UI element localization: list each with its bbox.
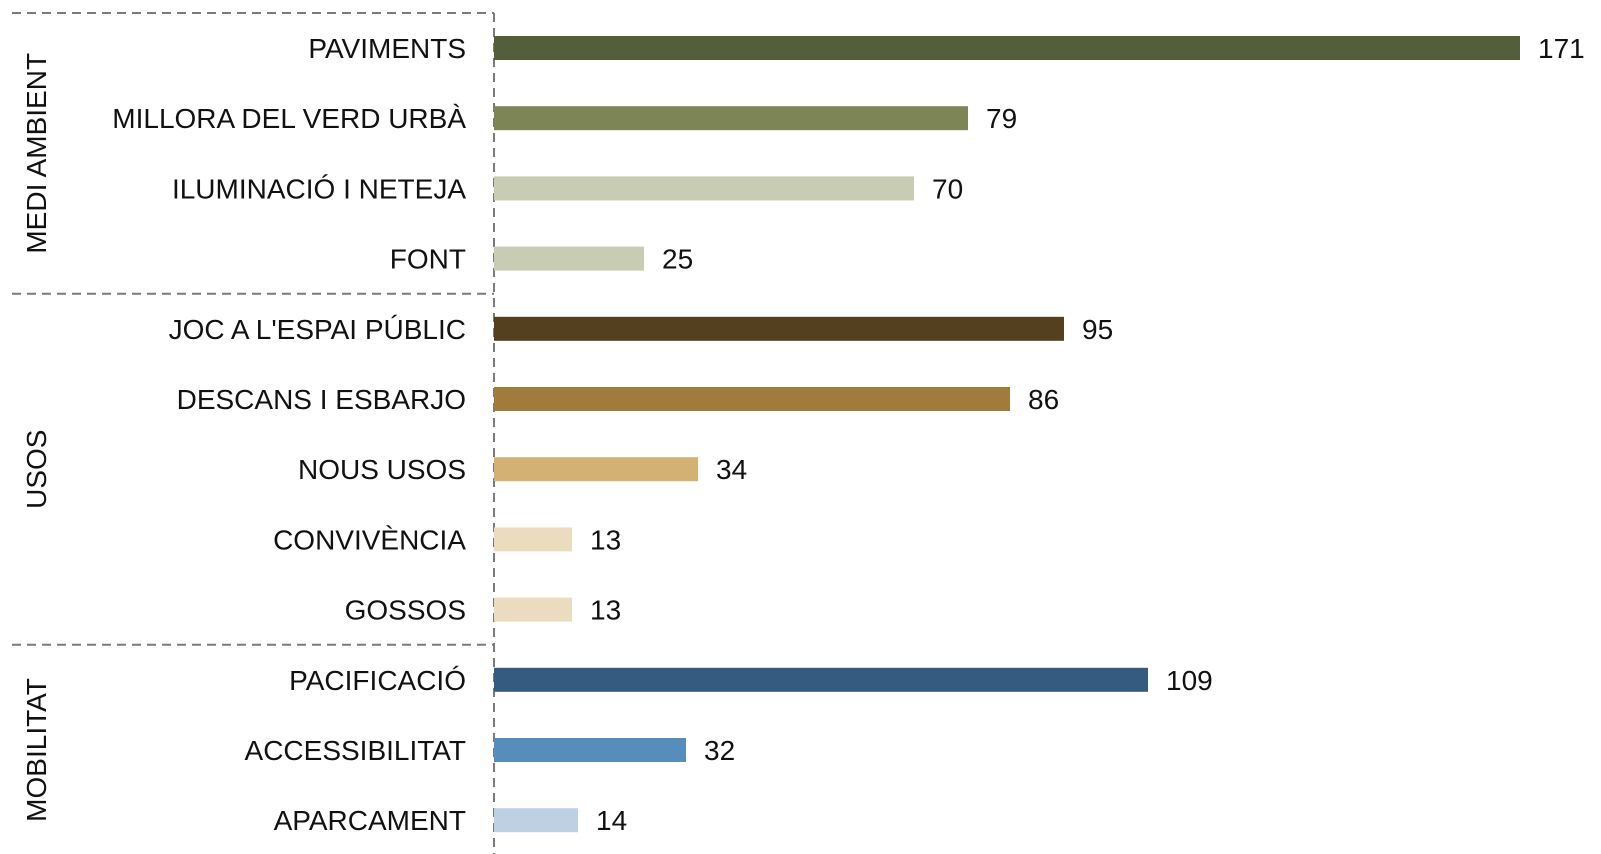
category-label: CONVIVÈNCIA (273, 524, 466, 555)
group-label: MEDI AMBIENT (21, 53, 52, 254)
value-label: 79 (986, 103, 1017, 134)
bars (494, 36, 1520, 833)
value-labels: 171 79 70 25 95 86 34 13 13 109 32 14 (590, 33, 1585, 836)
bar (494, 597, 572, 622)
category-label: APARCAMENT (274, 805, 466, 836)
category-label: GOSSOS (345, 595, 466, 626)
group-label: MOBILITAT (21, 678, 52, 822)
category-label: ILUMINACIÓ I NETEJA (172, 173, 466, 204)
value-label: 95 (1082, 314, 1113, 345)
bar (494, 808, 578, 833)
category-label: MILLORA DEL VERD URBÀ (112, 103, 466, 134)
value-label: 25 (662, 244, 693, 275)
category-label: DESCANS I ESBARJO (177, 384, 466, 415)
bar (494, 527, 572, 552)
value-label: 14 (596, 805, 627, 836)
value-label: 34 (716, 454, 747, 485)
category-labels: PAVIMENTS MILLORA DEL VERD URBÀ ILUMINACIÓ… (112, 33, 466, 836)
group-separators (12, 12, 495, 854)
value-label: 32 (704, 735, 735, 766)
group-labels: MEDI AMBIENT USOS MOBILITAT (21, 53, 52, 822)
bar (494, 106, 968, 131)
category-label: PAVIMENTS (308, 33, 466, 64)
category-label: JOC A L'ESPAI PÚBLIC (169, 314, 466, 345)
bar (494, 387, 1010, 411)
value-label: 171 (1538, 33, 1585, 64)
bar (494, 246, 644, 271)
group-label: USOS (21, 430, 52, 509)
value-label: 13 (590, 524, 621, 555)
value-label: 86 (1028, 384, 1059, 415)
category-label: FONT (390, 244, 466, 275)
bar (494, 176, 914, 201)
value-label: 70 (932, 173, 963, 204)
category-label: PACIFICACIÓ (289, 665, 466, 696)
category-label: ACCESSIBILITAT (245, 735, 466, 766)
category-label: NOUS USOS (298, 454, 466, 485)
value-label: 13 (590, 595, 621, 626)
bar (494, 738, 686, 762)
value-label: 109 (1166, 665, 1213, 696)
bar (494, 36, 1520, 60)
bar (494, 457, 698, 482)
bar (494, 316, 1064, 341)
bar (494, 667, 1148, 692)
